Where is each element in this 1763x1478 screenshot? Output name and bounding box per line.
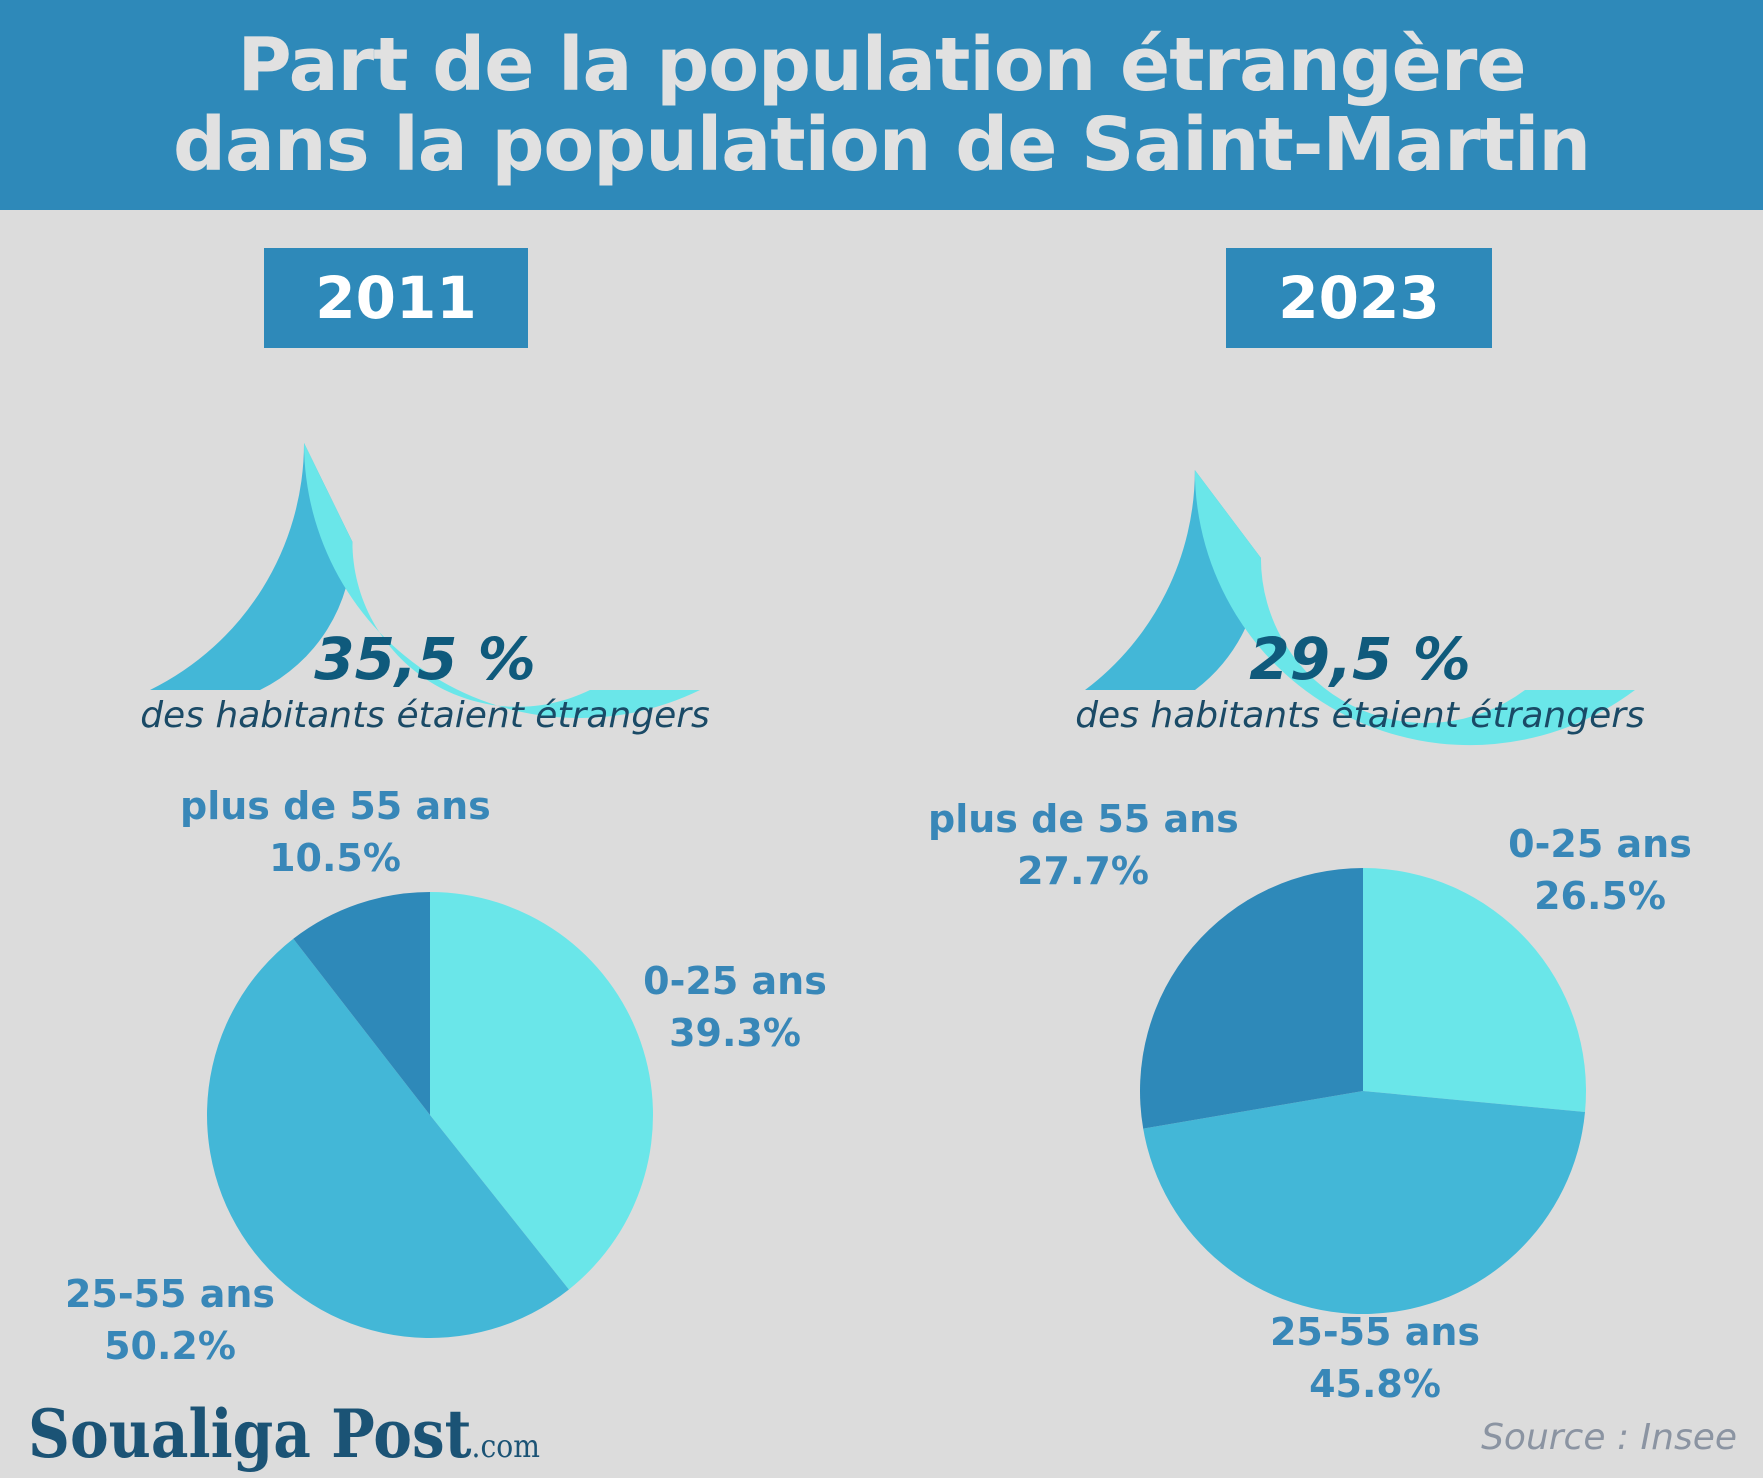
pie-label-name: 25-55 ans — [1269, 1310, 1481, 1354]
pie-label-pct: 39.3% — [669, 1011, 801, 1055]
gauge-filled-arc — [150, 443, 353, 690]
gauge-remaining-arc — [1194, 470, 1635, 746]
pie-chart-2011 — [207, 892, 654, 1338]
pie-chart-2023 — [1140, 868, 1586, 1315]
pie-label-name: plus de 55 ans — [180, 784, 491, 828]
gauge-chart-2011 — [150, 443, 700, 719]
gauge-value-2011: 35,5 % — [314, 625, 536, 693]
soualiga-post-logo: Soualiga Post.com — [28, 1395, 540, 1473]
pie-slice-plus-de-55-ans — [293, 892, 430, 1115]
year-label-2023: 2023 — [1226, 248, 1492, 348]
pie-slice-0-25-ans — [1363, 868, 1586, 1112]
pie-label-name: 0-25 ans — [1508, 822, 1692, 866]
pie-label-pct: 45.8% — [1309, 1362, 1441, 1406]
page-title-line-2: dans la population de Saint-Martin — [172, 102, 1591, 188]
page-title-line-1: Part de la population étrangère — [237, 22, 1526, 108]
gauge-value-2023: 29,5 % — [1249, 625, 1471, 693]
pie-label-name: plus de 55 ans — [928, 797, 1239, 841]
pie-label-2023-over55: plus de 55 ans 27.7% — [928, 793, 1239, 897]
pie-label-2011-25-55: 25-55 ans 50.2% — [55, 1268, 285, 1372]
pie-slice-25-55-ans — [1143, 1091, 1586, 1315]
pie-label-2011-0-25: 0-25 ans 39.3% — [625, 955, 845, 1059]
gauge-remaining-arc — [304, 443, 700, 719]
pie-slice-0-25-ans — [430, 892, 654, 1290]
source-note: Source : Insee — [1481, 1417, 1737, 1458]
pie-label-2011-over55: plus de 55 ans 10.5% — [180, 780, 491, 884]
pie-label-pct: 26.5% — [1534, 874, 1666, 918]
logo-text: Soualiga Post — [28, 1395, 472, 1473]
pie-label-pct: 27.7% — [1017, 849, 1149, 893]
logo-suffix: .com — [471, 1427, 540, 1465]
year-label-2011: 2011 — [264, 248, 528, 348]
pie-label-name: 25-55 ans — [64, 1272, 276, 1316]
pie-label-2023-0-25: 0-25 ans 26.5% — [1490, 818, 1710, 922]
pie-label-pct: 10.5% — [269, 836, 401, 880]
pie-label-name: 0-25 ans — [643, 959, 827, 1003]
gauge-caption-2011: des habitants étaient étrangers — [140, 695, 710, 736]
pie-slice-25-55-ans — [207, 938, 569, 1338]
pie-label-2023-25-55: 25-55 ans 45.8% — [1260, 1306, 1490, 1410]
gauge-chart-2023 — [1085, 470, 1635, 746]
pie-slice-plus-de-55-ans — [1140, 868, 1363, 1129]
title-banner: Part de la population étrangère dans la … — [0, 0, 1763, 210]
gauge-caption-2023: des habitants étaient étrangers — [1075, 695, 1645, 736]
pie-label-pct: 50.2% — [104, 1324, 236, 1368]
